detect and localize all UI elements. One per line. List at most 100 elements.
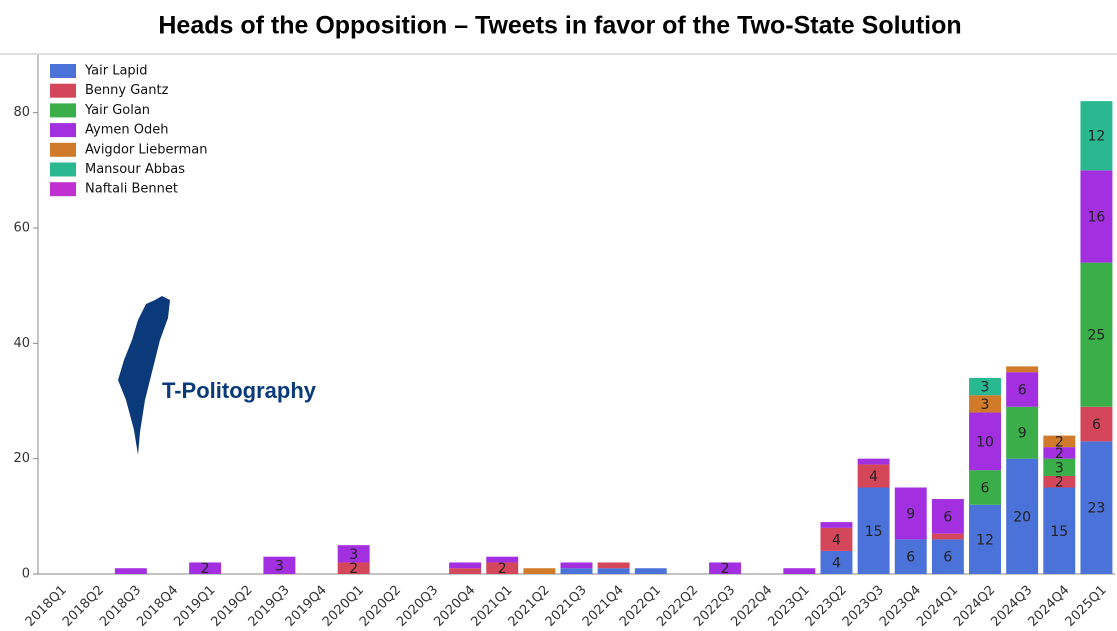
y-tick-label: 0 — [22, 567, 30, 582]
bar-segment — [1080, 262, 1113, 407]
value-label: 3 — [1055, 460, 1064, 476]
bar-segment — [449, 568, 482, 574]
bar-segment — [597, 568, 630, 574]
bar-segment — [969, 377, 1001, 396]
value-label: 2 — [349, 561, 358, 577]
value-label: 4 — [832, 532, 841, 548]
bar-segment — [969, 470, 1001, 505]
legend-swatch — [50, 103, 76, 118]
bar-segment — [931, 533, 964, 540]
value-label: 9 — [906, 506, 915, 522]
value-label: 6 — [981, 481, 990, 497]
value-label: 2 — [201, 561, 210, 577]
bar-segment — [1006, 372, 1039, 407]
legend-label: Mansour Abbas — [85, 162, 185, 177]
value-label: 2 — [1055, 434, 1064, 450]
bar-segment — [337, 562, 370, 574]
legend-swatch — [50, 83, 76, 98]
legend-label: Yair Golan — [84, 103, 150, 118]
value-label: 6 — [1092, 417, 1101, 433]
y-tick-label: 20 — [13, 451, 30, 466]
bar-segment — [1006, 366, 1039, 373]
value-label: 4 — [832, 555, 841, 571]
legend-swatch — [50, 162, 76, 177]
value-label: 3 — [981, 380, 990, 396]
logo-text: T-Politography — [162, 378, 317, 403]
bar-segment — [857, 464, 890, 488]
bar-segment — [597, 562, 630, 569]
bar-segment — [486, 556, 519, 563]
value-label: 2 — [721, 561, 730, 577]
bar-segment — [337, 545, 370, 563]
bar-segment — [1043, 435, 1076, 448]
y-tick-label: 80 — [13, 105, 30, 120]
bar-segment — [486, 562, 519, 574]
bar-segment — [931, 539, 964, 574]
legend-swatch — [50, 142, 76, 157]
bar-segment — [523, 568, 556, 574]
bar-segment — [560, 562, 593, 569]
legend-label: Yair Lapid — [84, 64, 148, 79]
value-label: 6 — [906, 550, 915, 566]
legend-label: Benny Gantz — [85, 83, 169, 98]
value-label: 12 — [1088, 129, 1106, 145]
logo-map — [118, 296, 170, 455]
bar-segment — [1043, 458, 1076, 476]
value-label: 3 — [275, 558, 284, 574]
bar-segment — [634, 568, 667, 574]
bar-segment — [189, 562, 222, 574]
bar-segment — [969, 395, 1001, 413]
bar-segment — [114, 568, 147, 574]
legend-swatch — [50, 182, 76, 197]
value-label: 15 — [865, 524, 883, 540]
value-label: 2 — [1055, 446, 1064, 462]
bar-segment — [820, 527, 853, 551]
value-label: 25 — [1088, 328, 1106, 344]
bar-segment — [1080, 101, 1113, 171]
value-label: 6 — [1018, 382, 1027, 398]
value-label: 20 — [1013, 509, 1031, 525]
value-label: 16 — [1088, 209, 1106, 225]
bar-segment — [931, 499, 964, 534]
legend-label: Aymen Odeh — [85, 123, 168, 138]
value-label: 3 — [981, 397, 990, 413]
chart-title: Heads of the Opposition – Tweets in favo… — [158, 12, 961, 40]
bar-segment — [1006, 458, 1039, 574]
x-tick-label: 2025Q1 — [1063, 583, 1110, 630]
legend-label: Avigdor Lieberman — [85, 142, 207, 157]
bar-segment — [709, 562, 742, 574]
bar-segment — [857, 458, 890, 465]
bar-segment — [820, 522, 853, 528]
value-label: 9 — [1018, 426, 1027, 442]
value-label: 10 — [976, 434, 994, 450]
value-label: 12 — [976, 532, 994, 548]
legend-label: Naftali Bennet — [85, 182, 178, 197]
value-label: 6 — [943, 509, 952, 525]
bar-segment — [1043, 475, 1076, 488]
bar-segment — [1043, 487, 1076, 574]
bar-segment — [783, 568, 816, 574]
bar-segment — [1080, 170, 1113, 263]
bar-segment — [969, 504, 1001, 574]
bar-segment — [1080, 441, 1113, 574]
bar-segment — [894, 487, 927, 540]
legend-swatch — [50, 64, 76, 78]
y-tick-label: 40 — [13, 336, 30, 351]
value-label: 6 — [943, 550, 952, 566]
bar-segment — [449, 562, 482, 569]
bar-segment — [1006, 406, 1039, 459]
bar-segment — [857, 487, 890, 574]
bar-segment — [894, 539, 927, 574]
value-label: 15 — [1050, 524, 1068, 540]
y-tick-label: 60 — [13, 221, 30, 236]
value-label: 4 — [869, 469, 878, 485]
bar-segment — [1043, 447, 1076, 459]
legend-swatch — [50, 123, 76, 138]
bar-segment — [560, 568, 593, 574]
value-label: 3 — [349, 547, 358, 563]
bar-segment — [969, 412, 1001, 471]
value-label: 2 — [1055, 475, 1064, 491]
bar-segment — [1080, 406, 1113, 442]
value-label: 2 — [498, 561, 507, 577]
